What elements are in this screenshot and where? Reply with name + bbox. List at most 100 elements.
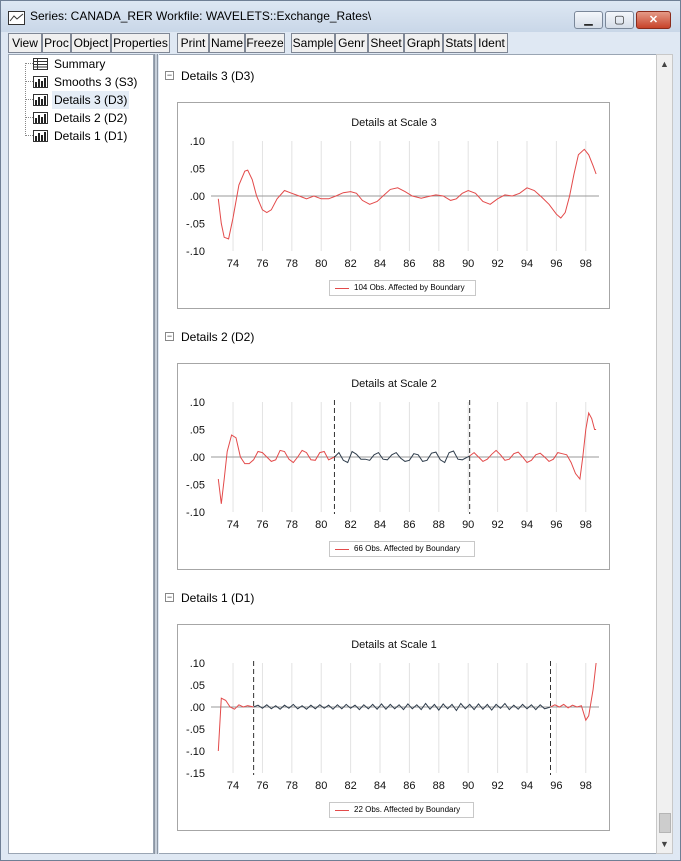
x-tick-label: 92: [491, 258, 503, 270]
chart-title: Details at Scale 2: [351, 378, 437, 390]
vertical-scrollbar[interactable]: ▲ ▼: [656, 54, 673, 854]
legend-label: 22 Obs. Affected by Boundary: [354, 805, 461, 814]
x-tick-label: 90: [462, 519, 474, 531]
x-tick-label: 74: [227, 258, 239, 270]
x-tick-label: 80: [315, 780, 327, 792]
sample-button[interactable]: Sample: [291, 33, 335, 53]
x-tick-label: 76: [256, 258, 268, 270]
chart-legend: 104 Obs. Affected by Boundary: [329, 280, 476, 296]
view-button[interactable]: View: [8, 33, 42, 53]
x-tick-label: 80: [315, 258, 327, 270]
y-tick-label: .00: [190, 702, 205, 714]
scroll-thumb[interactable]: [659, 813, 671, 833]
chart-title: Details at Scale 1: [351, 639, 437, 651]
maximize-icon: ▢: [614, 14, 625, 26]
freeze-button[interactable]: Freeze: [245, 33, 285, 53]
chart-title: Details at Scale 3: [351, 117, 437, 129]
tree-item-label: Smooths 3 (S3): [54, 75, 138, 89]
series-line: [217, 148, 597, 240]
series-window-icon: [8, 11, 25, 25]
series-line: [334, 450, 470, 464]
x-tick-label: 86: [403, 519, 415, 531]
chart-details-3: Details at Scale 3 .10 .05 .00 -.05 -.10 74 76 7…: [177, 102, 610, 309]
x-tick-label: 96: [550, 780, 562, 792]
x-tick-label: 88: [433, 258, 445, 270]
x-tick-label: 96: [550, 258, 562, 270]
chart-legend: 22 Obs. Affected by Boundary: [329, 802, 474, 818]
chart-details-1: Details at Scale 1 .10 .05 .00 -.05 -.10 -.15 7…: [177, 624, 610, 831]
series-line: [217, 434, 335, 504]
genr-button[interactable]: Genr: [335, 33, 368, 53]
scroll-up-icon[interactable]: ▲: [660, 59, 669, 69]
series-line: [217, 697, 254, 752]
x-tick-label: 94: [521, 780, 533, 792]
graph-button[interactable]: Graph: [404, 33, 443, 53]
minimize-button[interactable]: ▁: [574, 11, 603, 29]
pane-splitter[interactable]: [154, 54, 158, 854]
name-button[interactable]: Name: [209, 33, 245, 53]
properties-button[interactable]: Properties: [111, 33, 170, 53]
close-icon: ✕: [648, 14, 659, 26]
tree-item-label: Summary: [54, 57, 106, 71]
stats-button[interactable]: Stats: [443, 33, 475, 53]
x-tick-label: 78: [286, 519, 298, 531]
x-tick-label: 98: [580, 780, 592, 792]
x-tick-label: 98: [580, 519, 592, 531]
print-button[interactable]: Print: [177, 33, 209, 53]
x-tick-label: 76: [256, 519, 268, 531]
x-tick-label: 86: [403, 258, 415, 270]
tree-connector: [25, 99, 33, 100]
x-tick-label: 94: [521, 519, 533, 531]
x-tick-label: 96: [550, 519, 562, 531]
tree-connector: [25, 117, 33, 118]
proc-button[interactable]: Proc: [42, 33, 71, 53]
y-tick-label: -.15: [186, 768, 205, 780]
tree-item-label: Details 1 (D1): [54, 129, 128, 143]
y-tick-label: -.05: [186, 480, 205, 492]
sheet-button[interactable]: Sheet: [368, 33, 404, 53]
x-tick-label: 88: [433, 780, 445, 792]
x-tick-label: 84: [374, 519, 386, 531]
y-tick-label: .00: [190, 452, 205, 464]
legend-label: 104 Obs. Affected by Boundary: [354, 283, 465, 292]
x-tick-label: 94: [521, 258, 533, 270]
x-tick-label: 76: [256, 780, 268, 792]
legend-swatch: [335, 810, 349, 811]
series-line: [469, 411, 597, 481]
tree-item-label: Details 2 (D2): [54, 111, 128, 125]
x-tick-label: 90: [462, 258, 474, 270]
legend-swatch: [335, 288, 349, 289]
x-tick-label: 88: [433, 519, 445, 531]
y-tick-label: .05: [190, 680, 205, 692]
chart-svg: Details at Scale 3 .10 .05 .00 -.05 -.10 74 76 7…: [186, 117, 599, 270]
y-tick-label: -.10: [186, 746, 205, 758]
y-tick-label: .10: [190, 397, 205, 409]
x-tick-label: 90: [462, 780, 474, 792]
series-line: [550, 662, 597, 722]
x-tick-label: 82: [344, 780, 356, 792]
section-title: Details 3 (D3): [181, 69, 255, 83]
chart-legend: 66 Obs. Affected by Boundary: [329, 541, 475, 557]
scroll-down-icon[interactable]: ▼: [660, 839, 669, 849]
maximize-button[interactable]: ▢: [605, 11, 634, 29]
object-button[interactable]: Object: [71, 33, 111, 53]
tree-connector: [25, 81, 33, 82]
y-tick-label: .00: [190, 191, 205, 203]
close-button[interactable]: ✕: [636, 11, 671, 29]
tree-item-label: Details 3 (D3): [52, 91, 130, 109]
y-tick-label: -.05: [186, 219, 205, 231]
collapse-icon[interactable]: −: [165, 592, 174, 602]
spool-tree: Summary Smooths 3 (S3) Details 3 (D3): [8, 54, 154, 854]
title-bar[interactable]: Series: CANADA_RER Workfile: WAVELETS::E…: [1, 1, 680, 32]
x-tick-label: 82: [344, 519, 356, 531]
collapse-icon[interactable]: −: [165, 331, 174, 341]
section-title: Details 1 (D1): [181, 591, 255, 605]
y-tick-label: -.10: [186, 507, 205, 519]
collapse-icon[interactable]: −: [165, 70, 174, 80]
ident-button[interactable]: Ident: [475, 33, 508, 53]
x-tick-label: 92: [491, 519, 503, 531]
table-icon: [33, 58, 48, 70]
y-tick-label: .05: [190, 164, 205, 176]
legend-swatch: [335, 549, 349, 550]
tree-connector: [25, 63, 33, 64]
